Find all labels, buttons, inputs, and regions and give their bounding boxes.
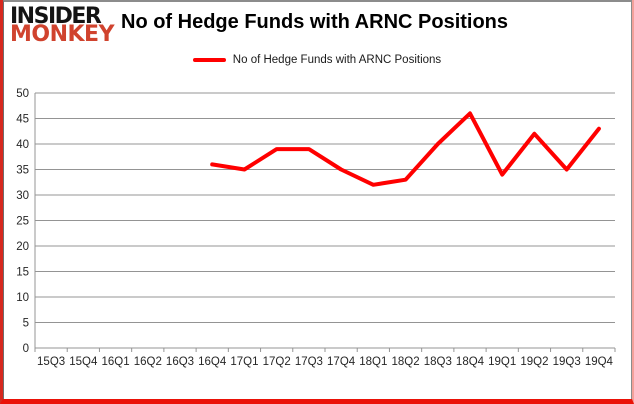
svg-text:19Q2: 19Q2 [520,356,548,368]
svg-text:15Q4: 15Q4 [69,356,98,368]
svg-text:45: 45 [16,114,29,126]
svg-text:35: 35 [16,165,29,177]
series-line [210,111,601,187]
svg-text:15: 15 [16,267,29,279]
svg-text:16Q1: 16Q1 [101,356,129,368]
svg-text:17Q4: 17Q4 [327,356,356,368]
logo-line-monkey: MONKEY [10,22,115,48]
svg-text:0: 0 [23,343,29,355]
svg-text:10: 10 [16,292,29,304]
chart-legend: No of Hedge Funds with ARNC Positions [0,54,634,66]
svg-text:5: 5 [23,318,29,330]
svg-text:18Q4: 18Q4 [456,356,485,368]
svg-text:19Q3: 19Q3 [553,356,581,368]
legend-label: No of Hedge Funds with ARNC Positions [232,54,442,66]
svg-text:18Q2: 18Q2 [391,356,419,368]
svg-text:50: 50 [16,88,29,100]
svg-text:19Q4: 19Q4 [585,356,614,368]
insider-monkey-logo: INSIDER MONKEY [10,4,115,48]
chart-title: No of Hedge Funds with ARNC Positions [121,11,509,33]
svg-text:16Q2: 16Q2 [134,356,162,368]
legend-line-swatch [192,58,226,62]
svg-text:18Q3: 18Q3 [424,356,452,368]
svg-text:17Q3: 17Q3 [295,356,323,368]
svg-text:17Q2: 17Q2 [263,356,291,368]
svg-text:16Q3: 16Q3 [166,356,194,368]
svg-text:18Q1: 18Q1 [359,356,387,368]
svg-text:15Q3: 15Q3 [37,356,65,368]
svg-text:20: 20 [16,241,29,253]
svg-text:19Q1: 19Q1 [488,356,516,368]
svg-text:17Q1: 17Q1 [230,356,258,368]
logo-line-insider: INSIDER [10,4,102,29]
svg-text:40: 40 [16,139,29,151]
svg-text:16Q4: 16Q4 [198,356,227,368]
svg-text:30: 30 [16,190,29,202]
svg-text:25: 25 [16,216,29,228]
